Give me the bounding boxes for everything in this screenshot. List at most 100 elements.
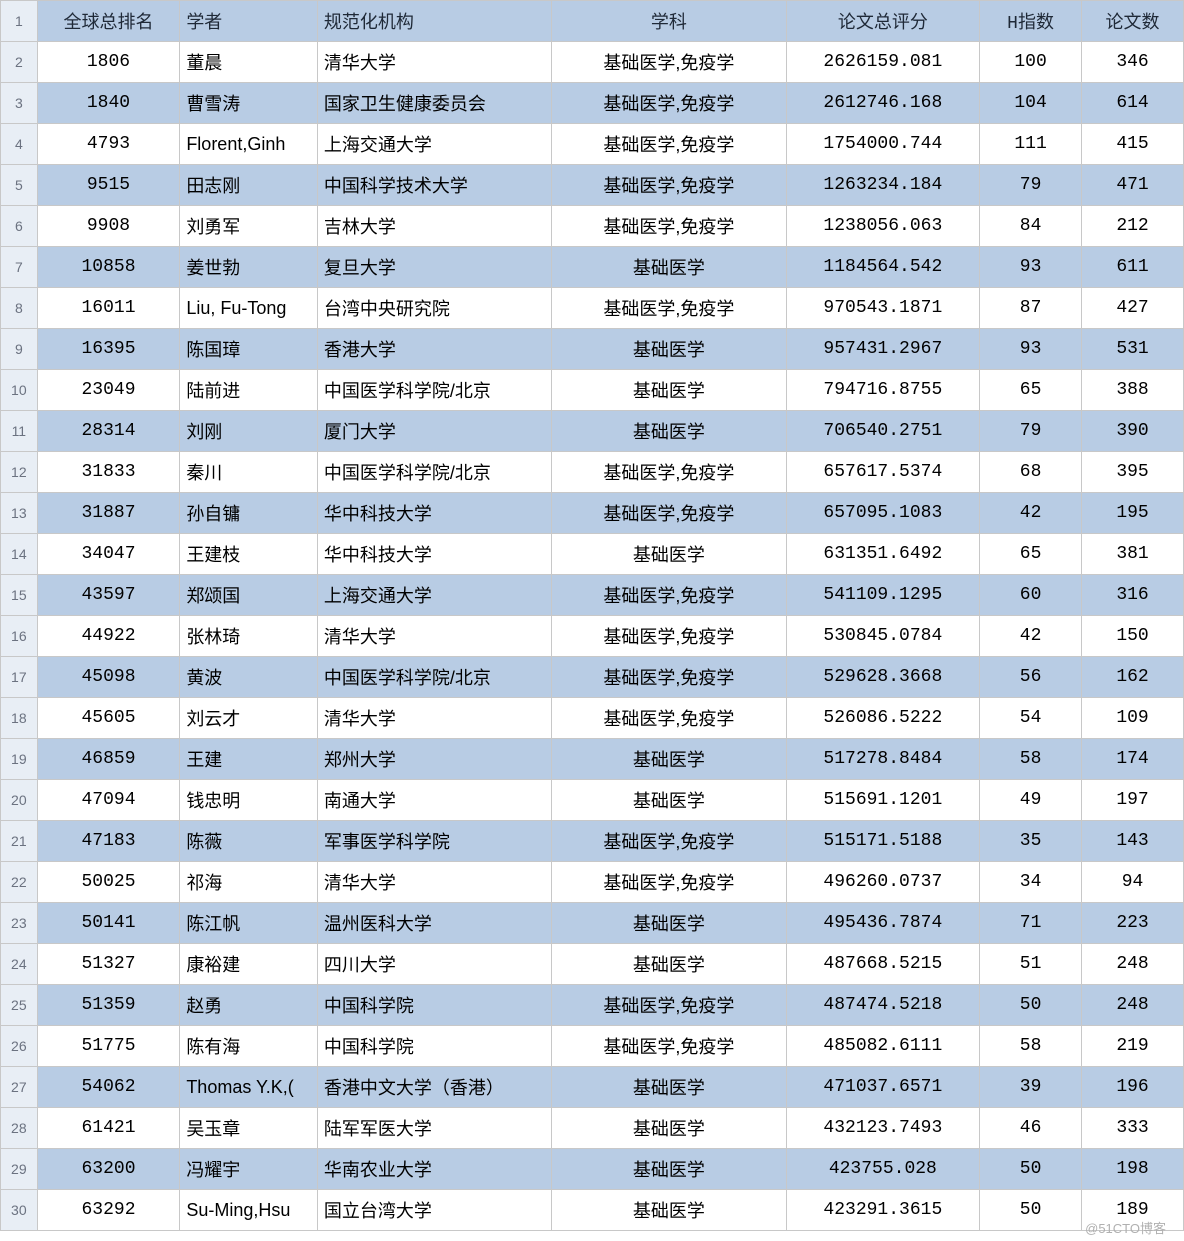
cell-rank: 46859 (37, 739, 180, 780)
cell-papers: 531 (1082, 329, 1184, 370)
cell-hindex: 56 (980, 657, 1082, 698)
cell-subject: 基础医学,免疫学 (552, 124, 786, 165)
cell-hindex: 50 (980, 1190, 1082, 1231)
table-row: 1331887孙自镛华中科技大学基础医学,免疫学657095.108342195 (1, 493, 1184, 534)
cell-institution: 南通大学 (317, 780, 551, 821)
cell-scholar: 董晨 (180, 42, 318, 83)
table-row: 2963200冯耀宇华南农业大学基础医学423755.02850198 (1, 1149, 1184, 1190)
cell-hindex: 58 (980, 1026, 1082, 1067)
cell-rank: 51359 (37, 985, 180, 1026)
cell-hindex: 65 (980, 534, 1082, 575)
cell-papers: 388 (1082, 370, 1184, 411)
cell-scholar: 郑颂国 (180, 575, 318, 616)
cell-hindex: 93 (980, 247, 1082, 288)
row-number: 27 (1, 1067, 38, 1108)
table-row: 1434047王建枝华中科技大学基础医学631351.649265381 (1, 534, 1184, 575)
cell-subject: 基础医学,免疫学 (552, 42, 786, 83)
cell-score: 794716.8755 (786, 370, 980, 411)
row-number: 7 (1, 247, 38, 288)
cell-subject: 基础医学,免疫学 (552, 288, 786, 329)
cell-papers: 223 (1082, 903, 1184, 944)
cell-rank: 44922 (37, 616, 180, 657)
cell-hindex: 34 (980, 862, 1082, 903)
cell-papers: 346 (1082, 42, 1184, 83)
cell-rank: 1806 (37, 42, 180, 83)
cell-hindex: 71 (980, 903, 1082, 944)
row-number: 18 (1, 698, 38, 739)
cell-rank: 50025 (37, 862, 180, 903)
cell-subject: 基础医学 (552, 1149, 786, 1190)
cell-rank: 4793 (37, 124, 180, 165)
table-row: 816011Liu, Fu-Tong台湾中央研究院基础医学,免疫学970543.… (1, 288, 1184, 329)
row-number: 25 (1, 985, 38, 1026)
cell-papers: 198 (1082, 1149, 1184, 1190)
cell-score: 1754000.744 (786, 124, 980, 165)
row-number: 4 (1, 124, 38, 165)
cell-hindex: 50 (980, 1149, 1082, 1190)
cell-scholar: 陈有海 (180, 1026, 318, 1067)
cell-papers: 197 (1082, 780, 1184, 821)
cell-subject: 基础医学,免疫学 (552, 83, 786, 124)
cell-hindex: 60 (980, 575, 1082, 616)
cell-score: 496260.0737 (786, 862, 980, 903)
cell-scholar: 陆前进 (180, 370, 318, 411)
cell-institution: 中国医学科学院/北京 (317, 452, 551, 493)
cell-scholar: Liu, Fu-Tong (180, 288, 318, 329)
cell-subject: 基础医学 (552, 329, 786, 370)
table-row: 31840曹雪涛国家卫生健康委员会基础医学,免疫学2612746.1681046… (1, 83, 1184, 124)
cell-subject: 基础医学,免疫学 (552, 616, 786, 657)
cell-hindex: 93 (980, 329, 1082, 370)
row-number: 2 (1, 42, 38, 83)
table-row: 44793Florent,Ginh上海交通大学基础医学,免疫学1754000.7… (1, 124, 1184, 165)
cell-rank: 50141 (37, 903, 180, 944)
table-row: 1946859王建郑州大学基础医学517278.848458174 (1, 739, 1184, 780)
row-number: 16 (1, 616, 38, 657)
header-row: 1 全球总排名 学者 规范化机构 学科 论文总评分 H指数 论文数 (1, 1, 1184, 42)
cell-papers: 333 (1082, 1108, 1184, 1149)
cell-score: 2626159.081 (786, 42, 980, 83)
cell-scholar: 陈江帆 (180, 903, 318, 944)
cell-rank: 9515 (37, 165, 180, 206)
cell-hindex: 58 (980, 739, 1082, 780)
cell-institution: 香港大学 (317, 329, 551, 370)
cell-institution: 上海交通大学 (317, 124, 551, 165)
cell-papers: 381 (1082, 534, 1184, 575)
row-number: 28 (1, 1108, 38, 1149)
cell-hindex: 46 (980, 1108, 1082, 1149)
cell-papers: 415 (1082, 124, 1184, 165)
cell-rank: 31887 (37, 493, 180, 534)
cell-papers: 248 (1082, 944, 1184, 985)
table-row: 1023049陆前进中国医学科学院/北京基础医学794716.875565388 (1, 370, 1184, 411)
cell-subject: 基础医学 (552, 411, 786, 452)
cell-rank: 10858 (37, 247, 180, 288)
table-row: 1128314刘刚厦门大学基础医学706540.275179390 (1, 411, 1184, 452)
cell-score: 423291.3615 (786, 1190, 980, 1231)
cell-scholar: 张林琦 (180, 616, 318, 657)
row-number: 17 (1, 657, 38, 698)
table-row: 21806董晨清华大学基础医学,免疫学2626159.081100346 (1, 42, 1184, 83)
table-row: 2451327康裕建四川大学基础医学487668.521551248 (1, 944, 1184, 985)
col-header-hindex: H指数 (980, 1, 1082, 42)
cell-papers: 150 (1082, 616, 1184, 657)
cell-scholar: 孙自镛 (180, 493, 318, 534)
cell-institution: 四川大学 (317, 944, 551, 985)
cell-institution: 军事医学科学院 (317, 821, 551, 862)
cell-scholar: 刘勇军 (180, 206, 318, 247)
cell-subject: 基础医学 (552, 780, 786, 821)
cell-score: 471037.6571 (786, 1067, 980, 1108)
cell-scholar: 王建枝 (180, 534, 318, 575)
cell-papers: 219 (1082, 1026, 1184, 1067)
cell-subject: 基础医学 (552, 739, 786, 780)
cell-scholar: 陈薇 (180, 821, 318, 862)
cell-scholar: 姜世勃 (180, 247, 318, 288)
cell-subject: 基础医学 (552, 903, 786, 944)
cell-subject: 基础医学 (552, 247, 786, 288)
table-row: 2861421吴玉章陆军军医大学基础医学432123.749346333 (1, 1108, 1184, 1149)
cell-institution: 香港中文大学（香港） (317, 1067, 551, 1108)
row-number: 9 (1, 329, 38, 370)
cell-rank: 61421 (37, 1108, 180, 1149)
cell-papers: 195 (1082, 493, 1184, 534)
row-number: 5 (1, 165, 38, 206)
row-number: 8 (1, 288, 38, 329)
table-row: 69908刘勇军吉林大学基础医学,免疫学1238056.06384212 (1, 206, 1184, 247)
